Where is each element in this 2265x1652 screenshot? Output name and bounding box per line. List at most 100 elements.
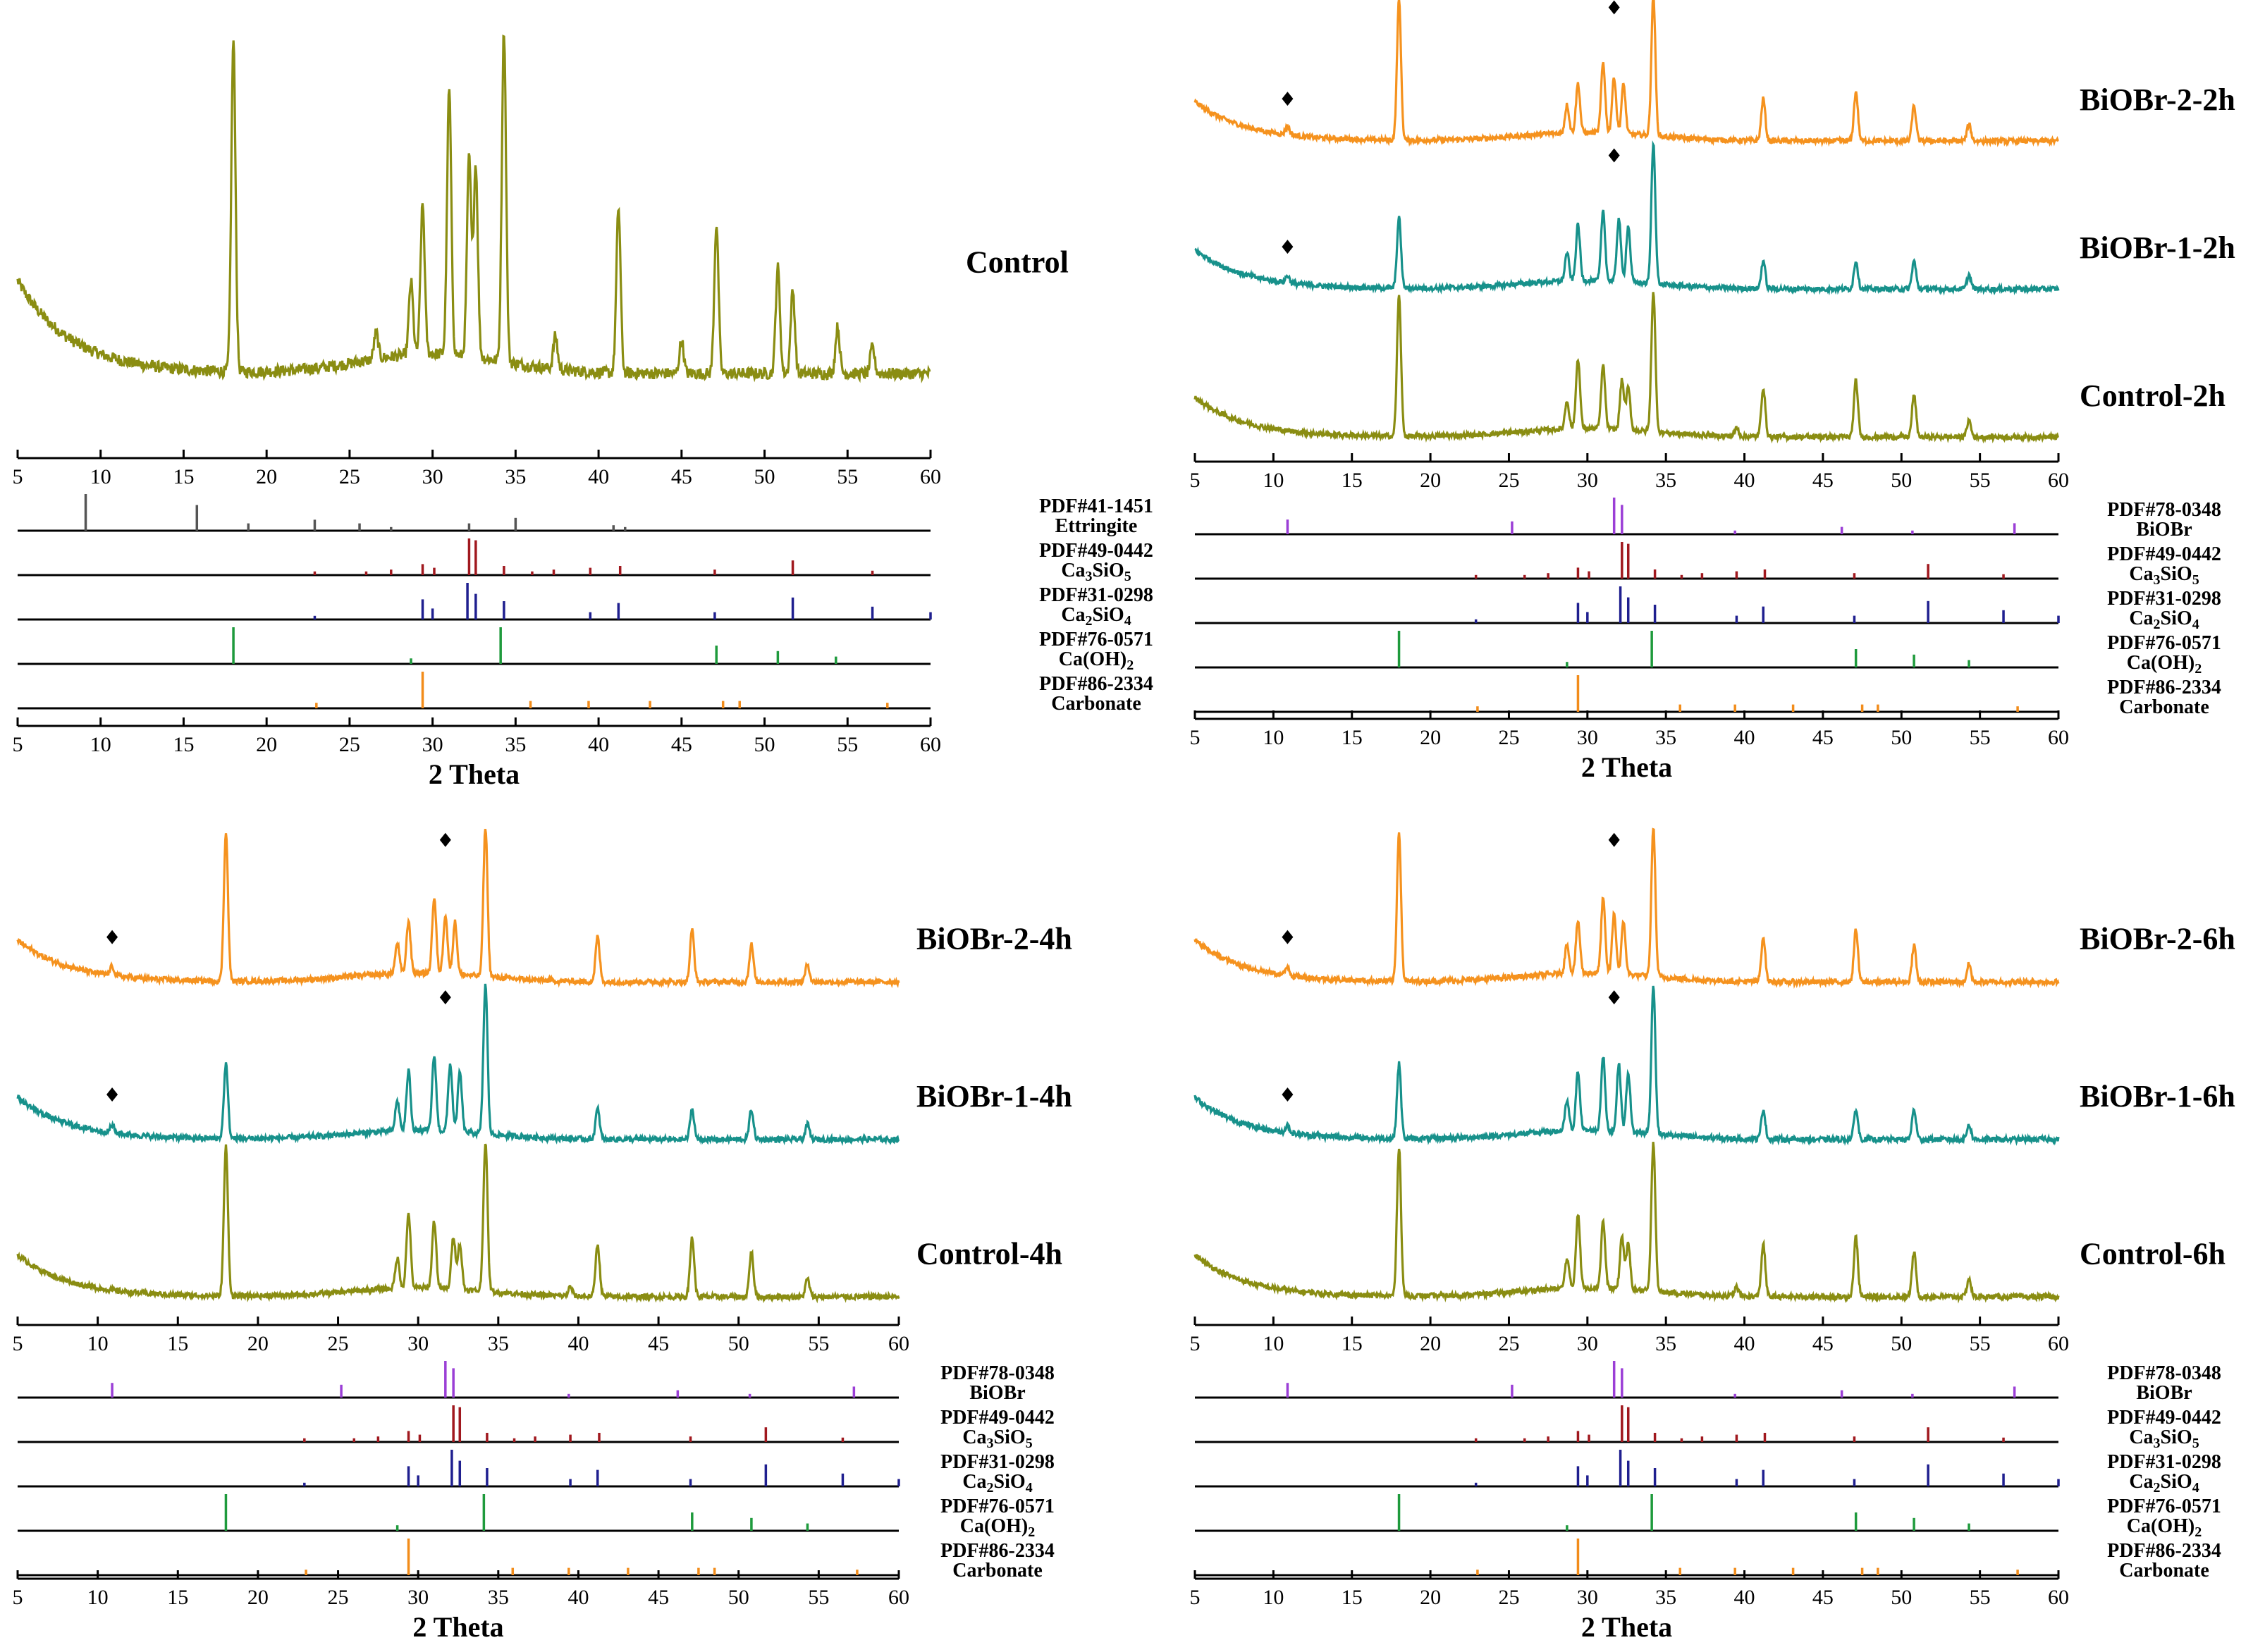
series-label: BiOBr-1-2h — [2080, 230, 2235, 265]
ref-pdf-label: PDF#76-0571 — [2107, 1496, 2221, 1517]
x-tick-label: 10 — [90, 733, 111, 756]
x-tick-label: 25 — [339, 465, 360, 488]
x-tick-label: 60 — [920, 733, 941, 756]
biobr-peak-marker — [1608, 0, 1620, 15]
ref-pdf-label: PDF#76-0571 — [940, 1496, 1055, 1517]
x-tick-label: 60 — [2048, 469, 2069, 492]
biobr-peak-marker — [106, 1087, 118, 1102]
x-tick-label: 40 — [1734, 469, 1755, 492]
ref-pdf-label: PDF#86-2334 — [2107, 677, 2221, 698]
x-tick-label: 10 — [87, 1586, 109, 1609]
series-label: Control — [966, 245, 1069, 280]
x-tick-label: 35 — [1655, 1332, 1676, 1355]
x-tick-label: 40 — [1734, 726, 1755, 749]
series-line-Control-4h — [16, 1143, 900, 1304]
x-tick-label: 45 — [648, 1332, 669, 1355]
x-tick-label: 20 — [247, 1332, 269, 1355]
panel-bottom-right: BiOBr-2-6h BiOBr-1-6h Control-6h PDF#78-034… — [1193, 827, 2235, 1643]
x-tick-label: 55 — [837, 733, 858, 756]
x-tick-label: 45 — [671, 465, 692, 488]
ref-phase-label: Ca3SiO5 — [2129, 563, 2199, 588]
x-tick-label: 25 — [1498, 726, 1519, 749]
ref-pdf-label: PDF#78-0348 — [940, 1362, 1055, 1384]
x-tick-label: 30 — [422, 465, 443, 488]
ref-phase-label: Ca(OH)2 — [960, 1515, 1035, 1540]
ref-phase-label: BiOBr — [2136, 1382, 2192, 1404]
ref-phase-label: Carbonate — [952, 1560, 1043, 1582]
x-tick-label: 10 — [1263, 726, 1284, 749]
ref-pdf-label: PDF#31-0298 — [2107, 1451, 2221, 1473]
x-tick-label: 35 — [488, 1332, 509, 1355]
x-tick-label: 25 — [1498, 1332, 1519, 1355]
x-tick-label: 50 — [728, 1332, 749, 1355]
series-line-BiOBr-2-6h — [1193, 827, 2060, 990]
ref-pdf-label: PDF#49-0442 — [2107, 543, 2221, 565]
ref-pdf-label: PDF#86-2334 — [940, 1540, 1055, 1562]
x-tick-label: 35 — [505, 733, 526, 756]
x-tick-label: 20 — [247, 1586, 269, 1609]
x-tick-label: 10 — [1263, 1332, 1284, 1355]
x-tick-label: 15 — [173, 465, 194, 488]
panel-top-right: BiOBr-2-2h BiOBr-1-2h Control-2h PDF#78-034… — [1193, 0, 2235, 783]
x-tick-label: 15 — [167, 1332, 188, 1355]
x-axis-label: 2 Theta — [1581, 1611, 1672, 1643]
biobr-peak-marker — [1608, 148, 1620, 163]
x-tick-label: 15 — [1342, 1586, 1363, 1609]
ref-pdf-label: PDF#31-0298 — [940, 1451, 1055, 1473]
x-tick-label: 20 — [1420, 1586, 1441, 1609]
x-tick-label: 55 — [808, 1586, 829, 1609]
series-line-Control-2h — [1193, 292, 2059, 444]
series-line-BiOBr-1-2h — [1194, 140, 2060, 296]
x-tick-label: 50 — [1891, 469, 1912, 492]
series-label: BiOBr-2-6h — [2080, 922, 2235, 956]
x-tick-label: 30 — [1577, 1586, 1598, 1609]
x-tick-label: 55 — [1970, 1332, 1991, 1355]
x-tick-label: 25 — [1498, 1586, 1519, 1609]
x-tick-label: 5 — [1190, 1332, 1201, 1355]
x-tick-label: 40 — [567, 1332, 589, 1355]
x-tick-label: 15 — [167, 1586, 188, 1609]
x-tick-label: 50 — [1891, 1332, 1912, 1355]
ref-phase-label: Ca2SiO4 — [962, 1471, 1032, 1496]
ref-phase-label: Ca2SiO4 — [2129, 1471, 2199, 1496]
x-tick-label: 55 — [1970, 1586, 1991, 1609]
x-tick-label: 45 — [671, 733, 692, 756]
x-tick-label: 5 — [13, 465, 23, 488]
biobr-peak-marker — [1282, 930, 1294, 944]
ref-phase-label: Ca(OH)2 — [1059, 648, 1134, 673]
biobr-peak-marker — [439, 990, 451, 1005]
x-tick-label: 55 — [1970, 469, 1991, 492]
x-tick-label: 40 — [567, 1586, 589, 1609]
ref-phase-label: Ca2SiO4 — [1061, 604, 1131, 629]
x-tick-label: 60 — [2048, 1586, 2069, 1609]
ref-pdf-label: PDF#76-0571 — [1039, 629, 1153, 651]
series-line-Control — [16, 35, 931, 383]
x-tick-label: 20 — [256, 733, 277, 756]
ref-pdf-label: PDF#41-1451 — [1039, 495, 1153, 517]
x-tick-label: 50 — [754, 733, 775, 756]
series-label: BiOBr-1-6h — [2080, 1079, 2235, 1114]
x-tick-label: 25 — [339, 733, 360, 756]
ref-phase-label: Ca2SiO4 — [2129, 608, 2199, 632]
ref-pdf-label: PDF#86-2334 — [1039, 673, 1153, 695]
x-tick-label: 45 — [1812, 726, 1834, 749]
x-tick-label: 40 — [588, 733, 609, 756]
biobr-peak-marker — [1282, 92, 1294, 106]
x-tick-label: 30 — [407, 1332, 429, 1355]
series-line-BiOBr-2-2h — [1193, 0, 2059, 148]
ref-phase-label: Carbonate — [2119, 696, 2209, 718]
x-tick-label: 40 — [588, 465, 609, 488]
series-line-Control-6h — [1193, 1142, 2060, 1304]
x-tick-label: 20 — [1420, 469, 1441, 492]
x-tick-label: 55 — [1970, 726, 1991, 749]
x-tick-label: 35 — [1655, 469, 1676, 492]
x-tick-label: 35 — [488, 1586, 509, 1609]
ref-phase-label: Ca3SiO5 — [2129, 1426, 2199, 1451]
series-label: BiOBr-2-2h — [2080, 82, 2235, 117]
x-tick-label: 20 — [1420, 726, 1441, 749]
x-tick-label: 15 — [1342, 1332, 1363, 1355]
x-tick-label: 35 — [1655, 726, 1676, 749]
x-tick-label: 60 — [888, 1586, 909, 1609]
series-line-BiOBr-2-4h — [16, 829, 900, 990]
